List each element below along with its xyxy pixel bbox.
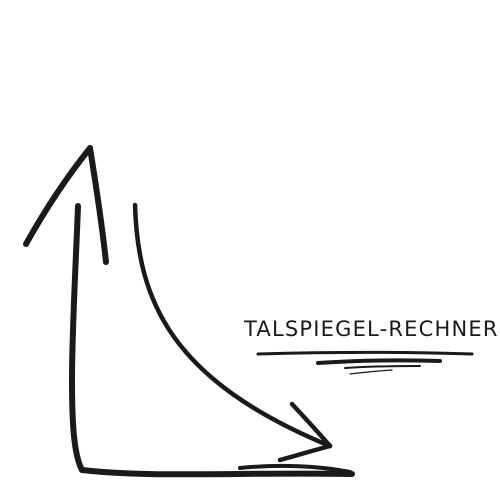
x-axis-line	[79, 467, 355, 478]
underline-stroke-wisp	[349, 369, 393, 375]
underline-stroke-main	[256, 351, 474, 356]
axis-arrows-icon	[23, 145, 355, 478]
decay-curve-arrowhead-lower	[277, 443, 333, 463]
y-axis-arrowhead-right	[87, 145, 109, 265]
y-axis-line	[69, 203, 85, 473]
decay-curve-arrow-icon	[132, 202, 333, 463]
underline-stroke-tail	[344, 365, 421, 369]
decay-curve-arrowhead-upper	[289, 401, 333, 449]
y-axis-arrowhead-left	[23, 145, 93, 247]
brand-title: TALSPIEGEL-RECHNER	[244, 317, 499, 341]
underline-stroke-thick	[316, 358, 442, 365]
brush-underline-stroke	[256, 351, 474, 375]
x-axis-end-stroke	[238, 463, 352, 474]
decay-curve	[132, 202, 333, 449]
